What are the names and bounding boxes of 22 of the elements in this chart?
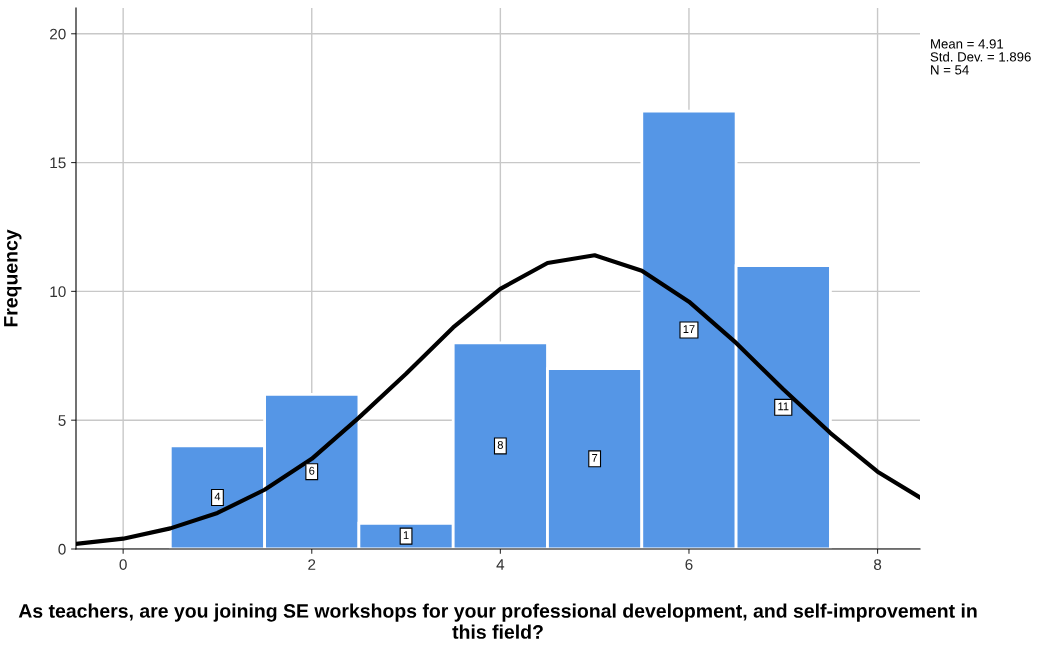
- data-label: 11: [778, 402, 789, 411]
- x-tick-label: 4: [496, 559, 505, 570]
- y-tick-label: 20: [50, 28, 66, 40]
- text: N = 54: [931, 65, 969, 75]
- x-axis-title: As teachers, are you joining SE workshops for your professional development, and self-improvement in this field?: [18, 603, 977, 639]
- x-tick-label: 0: [119, 559, 127, 570]
- data-label: 6: [309, 466, 315, 475]
- data-label: 4: [214, 492, 221, 501]
- data-label: 7: [592, 454, 598, 462]
- data-label: 17: [683, 325, 695, 333]
- x-tick-label: 8: [873, 559, 882, 570]
- y-tick-label: 5: [58, 415, 66, 426]
- data-label: 8: [497, 441, 503, 449]
- x-tick-label: 6: [685, 559, 693, 570]
- x-tick-label: 2: [308, 559, 316, 570]
- text: Mean = 4.91: [931, 39, 1004, 49]
- y-axis-title: Frequency: [4, 229, 22, 327]
- text: Std. Dev. = 1.896: [930, 51, 1031, 62]
- y-tick-label: 0: [58, 543, 66, 555]
- data-label: 1: [403, 531, 409, 539]
- y-tick-label: 10: [50, 286, 66, 298]
- y-tick-label: 15: [50, 157, 66, 169]
